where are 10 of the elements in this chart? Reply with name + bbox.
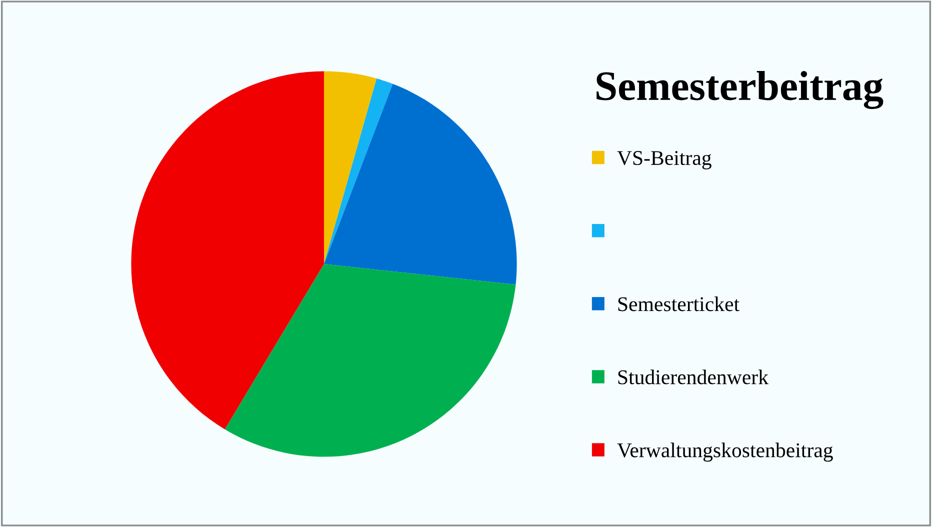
legend-label: Semesterticket [618,296,740,312]
legend-label: VS-Beitrag [617,151,712,170]
legend-label: Studierendenwerk [618,370,768,384]
pie-slice [324,84,517,285]
pie-slice [224,264,516,457]
pie-slice [324,78,393,264]
chart-title: Semesterbeitrag [596,70,884,110]
legend-label: Verwaltungskostenbeitrag [617,442,833,462]
pie-slice [324,71,377,264]
pie-slice [131,71,324,430]
